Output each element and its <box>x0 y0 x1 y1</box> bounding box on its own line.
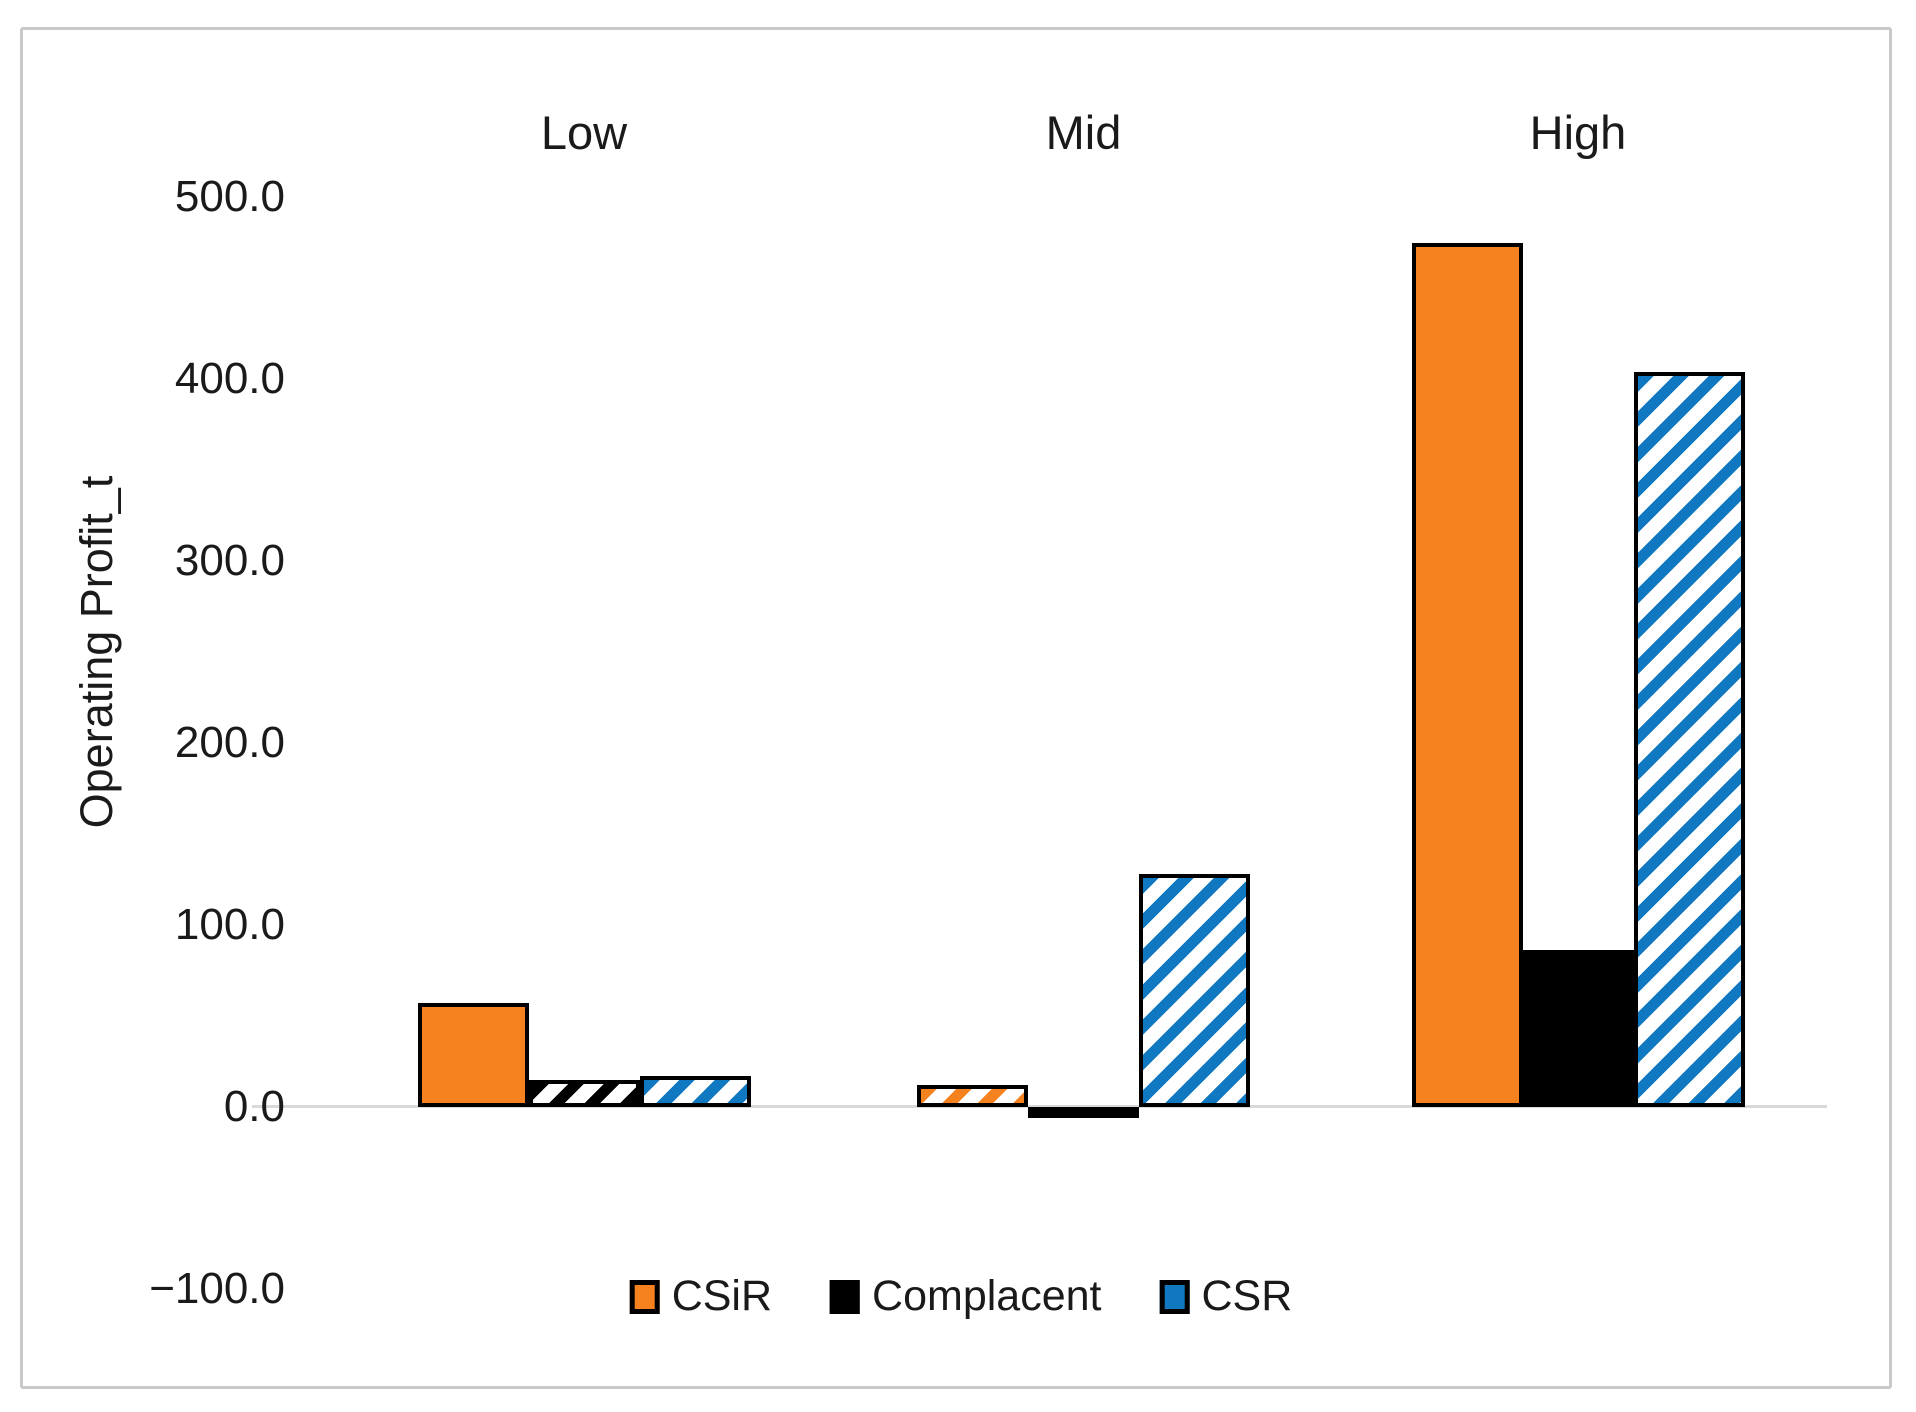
bar-complacent-low <box>528 1079 640 1107</box>
bar-csr-low <box>639 1076 751 1107</box>
y-tick-label: 100.0 <box>174 900 285 949</box>
bar-csr-high <box>1633 371 1745 1107</box>
legend-label-csir: CSiR <box>671 1272 773 1320</box>
category-label-mid: Mid <box>1045 106 1122 159</box>
legend: CSiR Complacent CSR <box>629 1272 1293 1321</box>
legend-item-complacent: Complacent <box>830 1272 1102 1321</box>
bar-csr-mid <box>1139 874 1250 1107</box>
bar-csir-mid <box>917 1085 1028 1107</box>
y-tick-label: 0.0 <box>223 1082 285 1131</box>
figure-border <box>20 27 1892 1389</box>
y-tick-label: −100.0 <box>149 1264 285 1313</box>
y-tick-label: 300.0 <box>174 536 285 585</box>
legend-swatch-complacent-icon <box>830 1279 861 1314</box>
y-tick-label: 200.0 <box>174 718 285 767</box>
x-axis-line <box>252 1105 1827 1108</box>
category-label-low: Low <box>540 106 628 159</box>
legend-swatch-csir-icon <box>629 1279 660 1314</box>
legend-item-csr: CSR <box>1159 1272 1293 1321</box>
legend-label-csr: CSR <box>1201 1272 1293 1320</box>
bar-csir-high <box>1411 242 1523 1107</box>
y-axis-title: Operating Profit_t <box>71 475 122 829</box>
bar-complacent-high <box>1522 950 1634 1107</box>
y-tick-label: 500.0 <box>174 172 285 221</box>
y-tick-label: 400.0 <box>174 354 285 403</box>
legend-swatch-csr-icon <box>1159 1279 1190 1314</box>
legend-item-csir: CSiR <box>629 1272 773 1321</box>
category-label-high: High <box>1529 106 1627 159</box>
bar-csir-low <box>417 1003 529 1107</box>
bar-complacent-mid <box>1028 1107 1139 1118</box>
legend-label-complacent: Complacent <box>872 1272 1102 1320</box>
